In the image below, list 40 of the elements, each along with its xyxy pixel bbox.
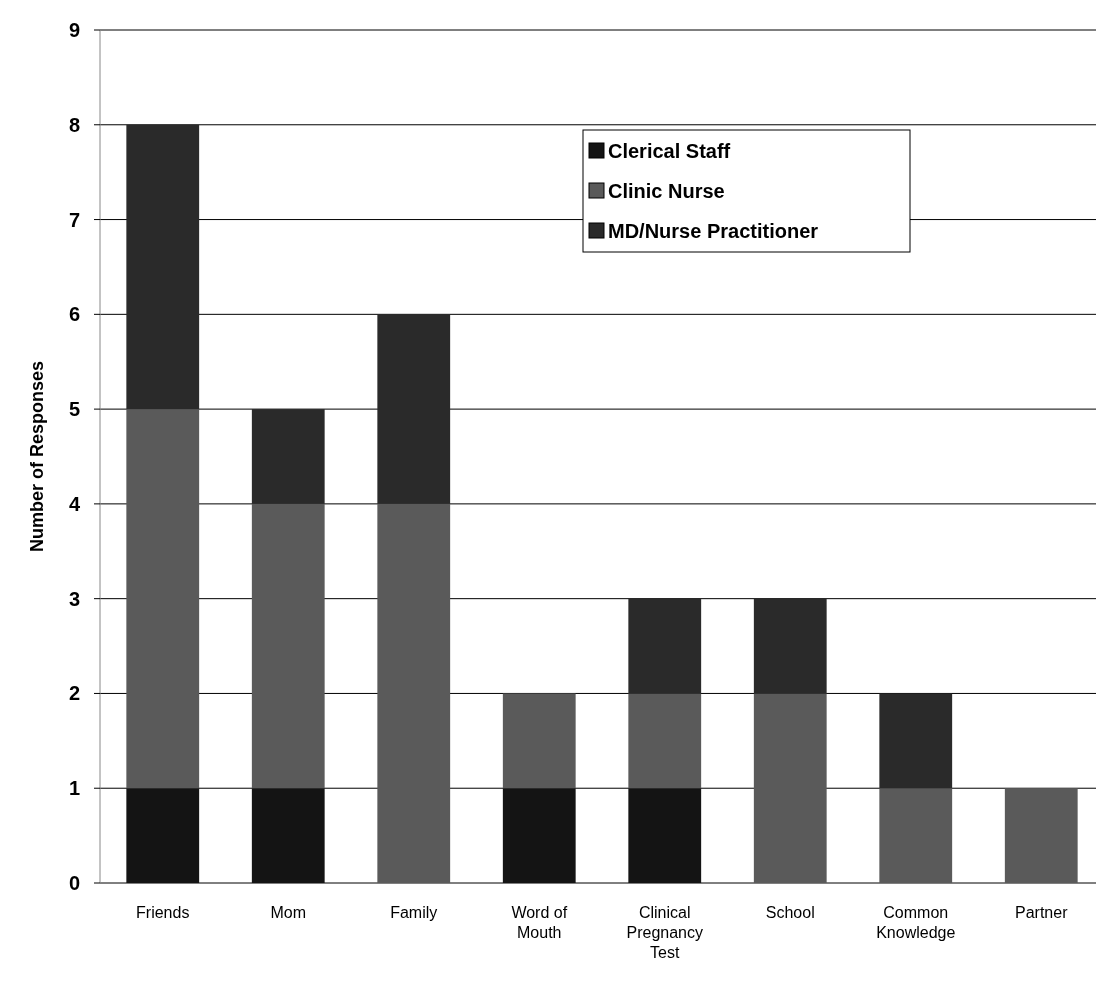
bar	[628, 693, 702, 789]
y-tick-label: 5	[68, 398, 80, 421]
bar	[377, 314, 451, 504]
y-tick-label: 0	[68, 872, 80, 894]
x-tick-label: School	[765, 904, 815, 921]
y-tick-label: 9	[68, 19, 80, 41]
bar	[502, 788, 576, 883]
y-tick-label: 1	[68, 777, 80, 800]
bar	[251, 503, 325, 789]
bar	[753, 693, 827, 883]
x-tick-label: Mom	[270, 904, 307, 921]
y-axis-title: Number of Responses	[27, 360, 47, 553]
y-tick-label: 3	[68, 587, 80, 610]
y-tick-label: 4	[68, 492, 81, 515]
bar	[251, 409, 325, 504]
bar	[502, 693, 576, 789]
bar	[126, 124, 200, 410]
bar	[1004, 788, 1078, 883]
x-tick-label: Partner	[1015, 904, 1069, 921]
y-tick-label: 7	[68, 208, 80, 231]
bar	[879, 788, 953, 883]
legend-label: Clerical Staff	[608, 140, 731, 162]
bar	[377, 503, 451, 883]
y-tick-label: 8	[68, 113, 80, 136]
x-tick-label: Clinical Pregnancy Test	[626, 904, 703, 961]
x-tick-label: Common Knowledge	[876, 904, 956, 941]
legend-label: Clinic Nurse	[608, 180, 725, 202]
bar	[753, 598, 827, 694]
y-tick-label: 2	[68, 682, 80, 705]
x-tick-label: Word of Mouth	[511, 904, 568, 941]
bar	[251, 788, 325, 883]
bar	[628, 598, 702, 694]
bar	[628, 788, 702, 883]
legend-label: MD/Nurse Practitioner	[608, 220, 819, 242]
bar	[126, 788, 200, 883]
x-tick-label: Friends	[136, 904, 190, 921]
bar	[879, 693, 953, 789]
x-tick-label: Family	[390, 904, 438, 921]
y-tick-label: 6	[68, 303, 80, 326]
bar	[126, 409, 200, 789]
